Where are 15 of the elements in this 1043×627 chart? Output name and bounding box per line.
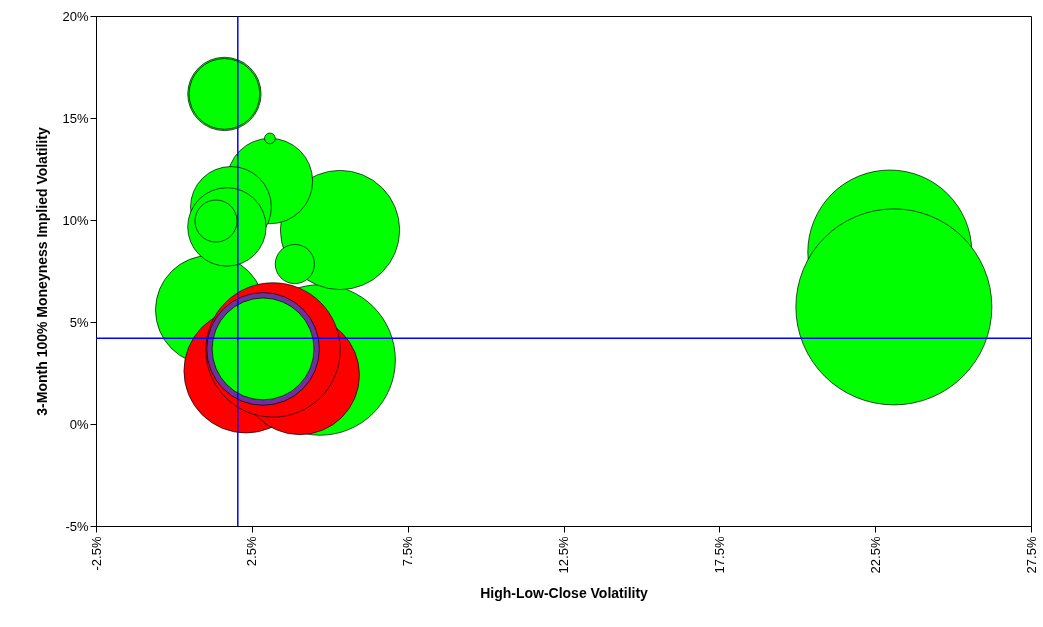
y-axis-title: 3-Month 100% Moneyness Implied Volatility bbox=[34, 127, 51, 416]
y-tick-label: 20% bbox=[62, 8, 89, 24]
x-tick-label: 27.5% bbox=[1023, 536, 1039, 574]
y-tick-label: -5% bbox=[65, 518, 89, 534]
x-tick-label: 2.5% bbox=[244, 536, 260, 567]
y-tick-label: 15% bbox=[62, 110, 89, 126]
x-tick-label: -2.5% bbox=[88, 536, 104, 571]
y-tick-label: 0% bbox=[69, 416, 89, 432]
x-tick-label: 17.5% bbox=[711, 536, 727, 574]
x-tick-label: 12.5% bbox=[556, 536, 571, 574]
x-tick-label: 7.5% bbox=[400, 536, 416, 567]
x-axis-title: High-Low-Close Volatility bbox=[480, 585, 649, 602]
y-tick-label: 5% bbox=[69, 314, 89, 330]
y-tick-label: 10% bbox=[62, 212, 89, 228]
x-tick-label: 22.5% bbox=[867, 536, 883, 574]
